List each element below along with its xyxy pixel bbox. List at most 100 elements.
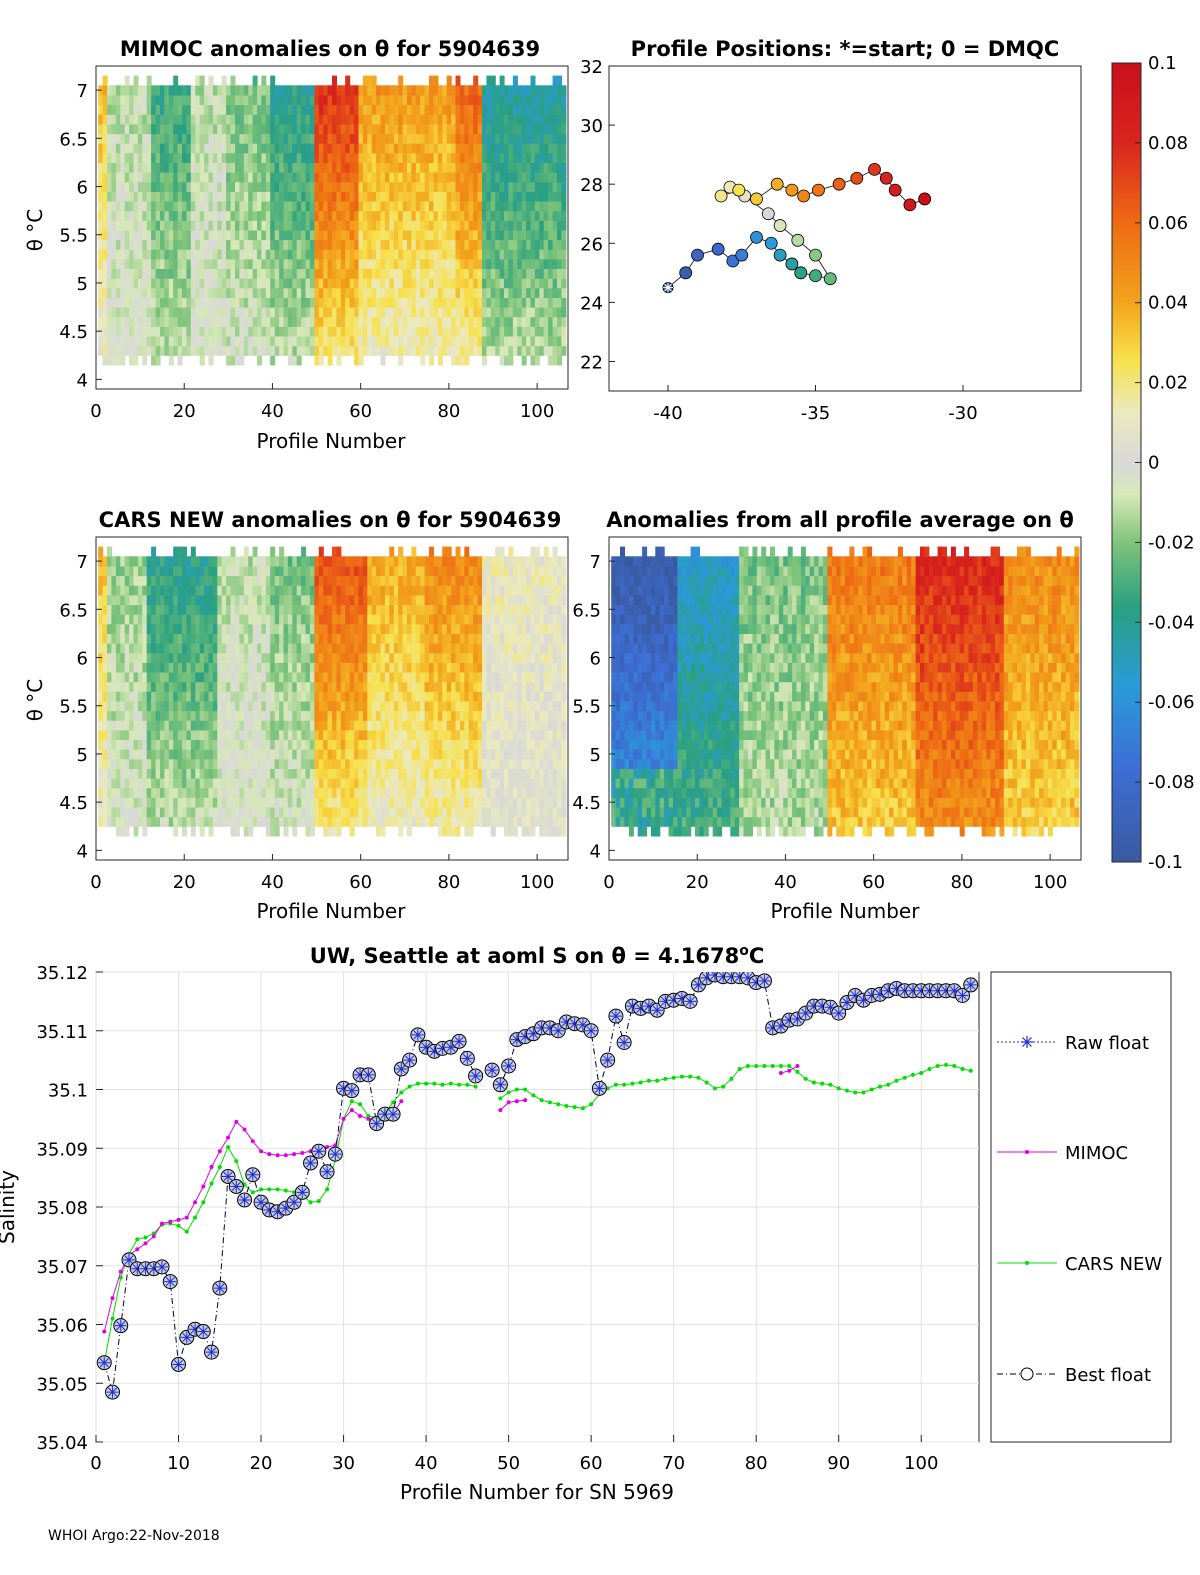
allprof-axes-frame: [608, 536, 1082, 861]
data-point: [204, 1344, 220, 1360]
colorbar-tick-label: -0.06: [1148, 692, 1195, 713]
data-point: [547, 1100, 552, 1105]
cars-axes-frame: [95, 536, 569, 861]
colorbar-tick-label: -0.08: [1148, 772, 1195, 793]
x-tick-label: 40: [774, 872, 797, 893]
profile-point: [809, 269, 822, 283]
data-point: [886, 1082, 891, 1087]
data-point: [589, 1102, 594, 1107]
mimoc-ticks: 0 20 40 60 80 100 4 4.5 5 5.5 6 6.5 7: [59, 81, 554, 422]
legend-marker: [1021, 1036, 1033, 1048]
x-tick-label: 100: [520, 872, 554, 893]
data-point: [168, 1219, 173, 1224]
data-point: [539, 1098, 544, 1103]
profile-point: [868, 163, 881, 176]
y-tick-label: 26: [580, 234, 603, 255]
data-point: [283, 1153, 288, 1158]
cars-title: CARS NEW anomalies on θ for 5904639: [99, 508, 562, 532]
data-point: [341, 1116, 346, 1121]
x-tick-label: 70: [662, 1453, 685, 1474]
profile-point: [812, 183, 825, 197]
y-tick-label: 35.06: [36, 1316, 88, 1337]
profile-point: [888, 183, 902, 197]
profile-point: [794, 266, 808, 280]
y-tick-label: 4: [77, 370, 88, 391]
profile-point: [726, 254, 740, 268]
data-point: [853, 1090, 858, 1095]
profile-point: [732, 183, 746, 197]
x-tick-label: 0: [603, 872, 614, 893]
y-tick-label: 5: [77, 745, 88, 766]
x-tick-label: 20: [686, 872, 709, 893]
data-point: [811, 1080, 816, 1085]
y-tick-label: 35.09: [36, 1139, 88, 1160]
y-tick-label: 4: [590, 841, 601, 862]
data-point: [787, 1064, 792, 1068]
series-line: [500, 1064, 971, 1109]
colorbar-tick-label: 0.06: [1148, 213, 1188, 234]
salinity-series: [96, 972, 979, 1400]
data-point: [756, 973, 772, 989]
y-tick-label: 32: [580, 57, 603, 78]
profile-point: [823, 272, 837, 286]
data-point: [286, 1194, 302, 1210]
data-point: [143, 1235, 148, 1240]
legend-item: Best float: [997, 1365, 1151, 1386]
data-point: [778, 1064, 783, 1068]
x-tick-label: 60: [580, 1453, 603, 1474]
data-point: [787, 1068, 792, 1073]
positions-ticks: -40 -35 -30 22 24 26 28 30 32: [580, 57, 978, 424]
data-point: [294, 1184, 310, 1200]
data-point: [564, 1103, 569, 1108]
data-point: [432, 1081, 437, 1086]
data-point: [201, 1184, 206, 1189]
x-tick-label: 40: [261, 872, 284, 893]
y-tick-label: 4.5: [572, 793, 601, 814]
data-point: [600, 1052, 616, 1068]
data-point: [616, 1035, 632, 1050]
y-tick-label: 7: [77, 552, 88, 573]
data-point: [217, 1149, 222, 1154]
data-point: [613, 1082, 618, 1087]
data-point: [344, 1083, 360, 1099]
mimoc-xlabel: Profile Number: [257, 429, 407, 453]
allprof-heatmap: [611, 546, 1080, 837]
data-point: [110, 1316, 115, 1321]
allprof-xlabel: Profile Number: [771, 899, 921, 923]
cars-ylabel: θ °C: [23, 679, 47, 722]
data-point: [360, 1067, 376, 1083]
data-point: [952, 1064, 957, 1068]
y-tick-label: 7: [590, 552, 601, 573]
data-point: [358, 1102, 363, 1107]
data-point: [754, 1064, 759, 1068]
y-tick-label: 22: [580, 352, 603, 373]
data-point: [968, 1068, 973, 1073]
data-point: [300, 1150, 305, 1155]
salinity-panel: UW, Seattle at aoml S on θ = 4.1678oC 0 1…: [0, 943, 980, 1504]
y-tick-label: 35.11: [36, 1022, 88, 1043]
y-tick-label: 5: [590, 745, 601, 766]
profile-point: [750, 230, 763, 244]
data-point: [366, 1113, 371, 1118]
data-point: [212, 1280, 228, 1296]
y-tick-label: 6: [77, 649, 88, 670]
profile-point: [773, 219, 787, 232]
data-point: [327, 1146, 343, 1162]
data-point: [671, 1075, 676, 1080]
y-tick-label: 30: [580, 116, 603, 137]
start-marker: [662, 282, 674, 294]
colorbar-tick-label: -0.1: [1148, 852, 1183, 873]
data-point: [407, 1084, 412, 1089]
colorbar-tick-label: -0.04: [1148, 612, 1195, 633]
data-point: [498, 1108, 503, 1113]
data-point: [795, 1069, 800, 1074]
x-tick-label: 0: [90, 872, 101, 893]
data-point: [242, 1127, 247, 1132]
data-point: [465, 1082, 470, 1087]
data-point: [954, 988, 970, 1003]
y-tick-label: 6.5: [59, 129, 88, 150]
data-point: [292, 1152, 297, 1157]
series-cars-new: [102, 1062, 973, 1365]
legend-label: CARS NEW: [1065, 1254, 1162, 1275]
data-point: [803, 1076, 808, 1081]
